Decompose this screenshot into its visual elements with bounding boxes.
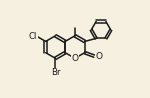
Text: Cl: Cl [28, 32, 37, 41]
Text: O: O [71, 54, 78, 63]
Text: O: O [95, 52, 102, 61]
Text: Br: Br [51, 68, 60, 77]
